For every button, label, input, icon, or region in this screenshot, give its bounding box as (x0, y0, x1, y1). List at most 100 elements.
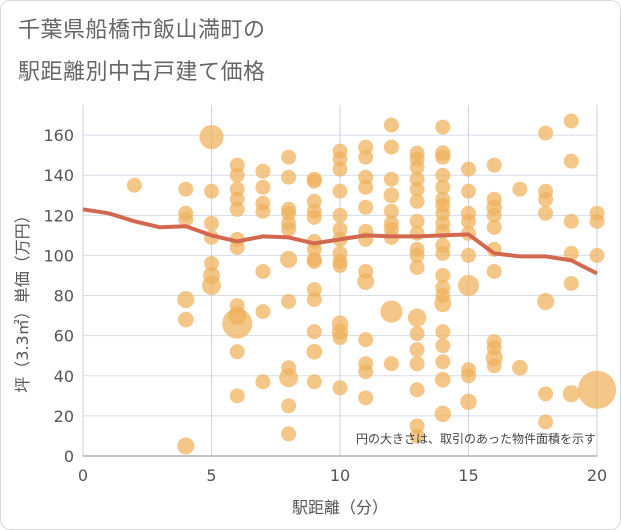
data-bubble (435, 338, 451, 354)
data-bubble (434, 405, 452, 423)
data-bubble (461, 213, 476, 229)
data-bubble (229, 239, 245, 255)
data-bubble (255, 374, 271, 390)
y-tick-label: 120 (43, 206, 74, 225)
data-bubble (538, 205, 554, 221)
data-bubble (383, 203, 399, 219)
data-bubble (486, 358, 502, 374)
y-tick-label: 80 (54, 287, 74, 306)
data-bubble (435, 354, 451, 370)
y-tick-label: 60 (54, 327, 74, 346)
data-bubble (306, 253, 322, 269)
chart-title-line2: 駅距離別中古戸建て価格 (18, 60, 266, 85)
data-bubble (383, 117, 399, 133)
data-bubble (358, 199, 374, 215)
data-bubble (461, 247, 476, 263)
data-bubble (281, 149, 297, 165)
data-bubble (306, 292, 322, 308)
x-axis-label: 駅距離（分） (292, 498, 388, 517)
data-bubble (435, 167, 451, 183)
data-bubble (435, 324, 451, 340)
y-tick-label: 20 (54, 407, 74, 426)
x-tick-label: 5 (206, 466, 216, 485)
data-bubble (332, 183, 348, 199)
data-bubble (435, 149, 451, 165)
data-bubble (562, 385, 580, 403)
data-bubble (177, 311, 194, 328)
data-bubble (512, 181, 528, 197)
size-note: 円の大きさは、取引のあった物件面積を示す (356, 431, 596, 446)
data-bubble (409, 259, 425, 275)
data-bubble (563, 213, 579, 229)
data-bubble (358, 390, 374, 406)
y-tick-label: 160 (43, 126, 74, 145)
data-bubble (409, 382, 425, 398)
data-bubble (357, 272, 375, 291)
data-bubble (435, 245, 451, 261)
data-bubble (358, 332, 374, 348)
data-bubble (255, 203, 271, 219)
data-bubble (383, 356, 399, 372)
data-bubble (577, 370, 617, 409)
data-bubble (407, 308, 427, 327)
data-bubble (279, 368, 299, 388)
data-bubble (409, 326, 425, 342)
data-bubble (306, 324, 322, 340)
data-bubble (460, 393, 477, 411)
data-bubble (409, 193, 425, 209)
data-bubble (255, 304, 271, 320)
y-tick-label: 40 (54, 367, 74, 386)
data-bubble (512, 359, 528, 376)
data-bubble (229, 388, 245, 404)
data-bubble (204, 255, 219, 271)
data-bubble (229, 344, 245, 360)
data-bubble (563, 153, 579, 169)
data-bubble (178, 181, 194, 197)
data-bubble (255, 263, 271, 279)
data-bubble (434, 295, 452, 313)
x-tick-label: 20 (587, 466, 607, 485)
data-bubble (461, 368, 476, 384)
data-bubble (486, 263, 502, 279)
data-bubble (358, 149, 374, 165)
data-bubble (538, 386, 554, 402)
data-bubble (126, 177, 142, 193)
data-bubble (332, 330, 348, 346)
data-bubble (332, 257, 348, 273)
data-bubble (563, 276, 579, 292)
data-bubble (538, 191, 554, 207)
x-tick-label: 10 (330, 466, 350, 485)
data-bubble (538, 414, 554, 430)
data-bubble (281, 169, 297, 185)
data-bubble (380, 300, 403, 323)
data-bubble (332, 161, 348, 177)
data-bubble (177, 437, 195, 455)
data-bubble (306, 173, 322, 189)
data-bubble (383, 171, 399, 187)
data-bubble (409, 181, 425, 197)
data-bubble (461, 183, 476, 199)
data-bubble (486, 157, 502, 173)
data-bubble (229, 167, 245, 183)
data-bubble (306, 343, 323, 360)
data-bubble (434, 371, 451, 388)
data-bubble (563, 113, 579, 129)
data-bubble (538, 125, 554, 141)
trend-line (82, 207, 598, 276)
chart-title-line1: 千葉県船橋市飯山満町の (18, 18, 266, 43)
y-tick-label: 0 (64, 447, 74, 466)
data-bubble (486, 219, 502, 235)
data-bubble (306, 209, 322, 225)
data-bubble (457, 274, 480, 297)
y-tick-label: 100 (43, 246, 74, 265)
data-bubble (409, 342, 425, 358)
data-bubble (435, 119, 451, 135)
x-tick-label: 0 (78, 466, 88, 485)
data-bubble (409, 356, 425, 372)
data-bubble (332, 380, 348, 396)
data-bubble (222, 308, 253, 339)
data-bubble (281, 221, 297, 237)
y-axis-label: 坪（3.3㎡）単価（万円） (13, 207, 32, 392)
data-bubble (589, 247, 605, 263)
